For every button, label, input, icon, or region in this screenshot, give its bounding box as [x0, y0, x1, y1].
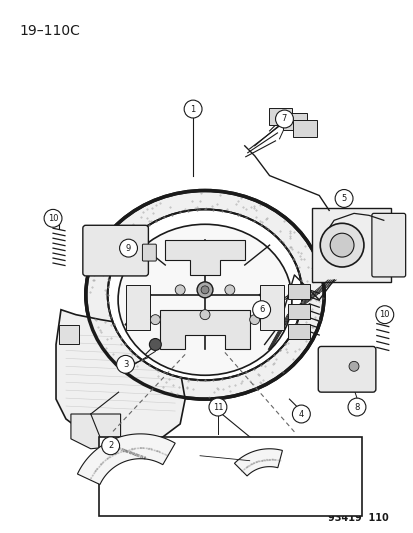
Ellipse shape: [118, 224, 291, 375]
Text: 2: 2: [108, 441, 113, 450]
Circle shape: [330, 233, 353, 257]
Circle shape: [209, 398, 226, 416]
Circle shape: [249, 314, 259, 325]
Circle shape: [116, 356, 134, 373]
Text: ====: ====: [269, 455, 281, 461]
FancyBboxPatch shape: [288, 324, 310, 338]
Circle shape: [375, 306, 393, 324]
Polygon shape: [259, 285, 284, 329]
FancyBboxPatch shape: [318, 346, 375, 392]
Circle shape: [175, 285, 185, 295]
Text: ====: ====: [258, 455, 270, 461]
Text: 10: 10: [47, 214, 58, 223]
Text: 7: 7: [281, 115, 287, 124]
Text: =====: =====: [97, 453, 111, 465]
Circle shape: [347, 398, 365, 416]
FancyBboxPatch shape: [288, 284, 310, 299]
Text: ====: ====: [237, 462, 249, 472]
Circle shape: [150, 314, 160, 325]
Text: 4: 4: [298, 409, 303, 418]
Text: 3: 3: [123, 360, 128, 369]
Text: ====: ====: [264, 456, 275, 460]
Text: 8: 8: [354, 402, 359, 411]
Polygon shape: [125, 285, 150, 329]
FancyBboxPatch shape: [311, 208, 390, 282]
Text: 19–110C: 19–110C: [19, 23, 80, 38]
Ellipse shape: [107, 209, 301, 380]
Text: =====: =====: [87, 465, 97, 480]
Polygon shape: [165, 240, 244, 275]
FancyBboxPatch shape: [283, 113, 306, 130]
Text: ====: ====: [242, 459, 254, 468]
Text: =====: =====: [128, 444, 143, 449]
Circle shape: [292, 405, 310, 423]
Text: 6: 6: [258, 305, 263, 314]
FancyBboxPatch shape: [371, 213, 405, 277]
Circle shape: [197, 282, 212, 298]
Circle shape: [119, 239, 137, 257]
FancyBboxPatch shape: [83, 225, 148, 276]
Text: SICHERHEITSHINWEISE: SICHERHEITSHINWEISE: [101, 441, 147, 461]
Circle shape: [348, 361, 358, 372]
Circle shape: [184, 100, 202, 118]
FancyBboxPatch shape: [268, 108, 292, 125]
Polygon shape: [77, 434, 175, 484]
Circle shape: [224, 285, 234, 295]
Circle shape: [199, 310, 209, 320]
Circle shape: [320, 223, 363, 267]
Polygon shape: [56, 310, 185, 444]
Bar: [98, 437, 361, 516]
Polygon shape: [59, 325, 78, 344]
Circle shape: [275, 110, 293, 128]
Ellipse shape: [85, 190, 323, 399]
Text: 9: 9: [126, 244, 131, 253]
FancyBboxPatch shape: [142, 244, 156, 261]
Text: =====: =====: [120, 444, 135, 451]
Circle shape: [44, 209, 62, 227]
Text: 93419  110: 93419 110: [327, 513, 388, 523]
Text: ====: ====: [252, 456, 264, 463]
Circle shape: [201, 286, 209, 294]
Text: =====: =====: [112, 446, 126, 455]
Text: =====: =====: [138, 444, 152, 449]
Circle shape: [149, 338, 161, 350]
Polygon shape: [160, 310, 249, 350]
Text: ====: ====: [247, 457, 259, 465]
Circle shape: [252, 301, 270, 319]
FancyBboxPatch shape: [293, 120, 316, 137]
Circle shape: [335, 190, 352, 207]
FancyBboxPatch shape: [288, 304, 310, 319]
Text: =====: =====: [91, 459, 104, 472]
Text: 1: 1: [190, 104, 195, 114]
Text: 10: 10: [379, 310, 389, 319]
Polygon shape: [71, 414, 120, 449]
Text: 5: 5: [341, 194, 346, 203]
Text: =====: =====: [146, 444, 161, 451]
Text: 11: 11: [212, 402, 223, 411]
Text: =====: =====: [104, 449, 118, 460]
Circle shape: [102, 437, 119, 455]
Polygon shape: [234, 449, 282, 476]
Text: =====: =====: [154, 446, 169, 455]
